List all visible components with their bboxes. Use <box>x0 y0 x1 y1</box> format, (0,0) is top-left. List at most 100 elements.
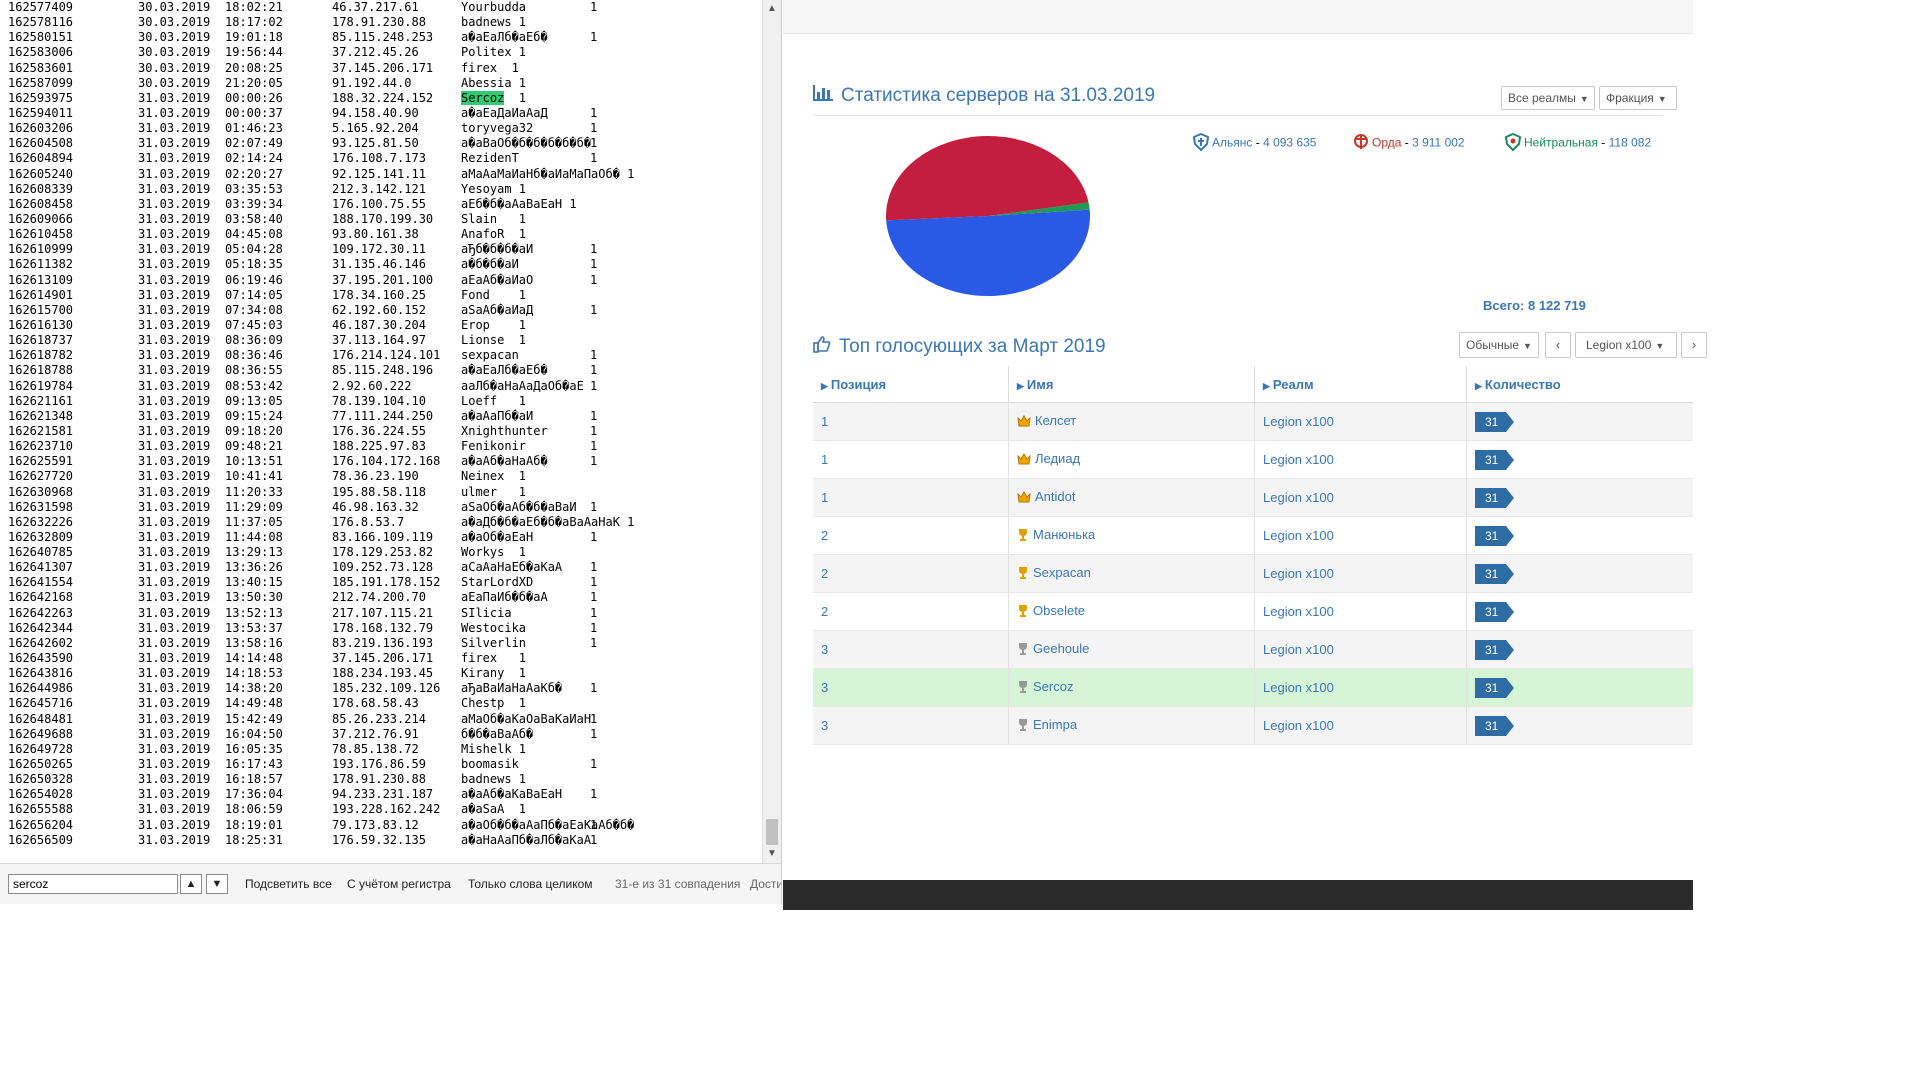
next-realm-button[interactable]: › <box>1681 332 1707 358</box>
player-name-link[interactable]: Sexpacan <box>1033 565 1091 581</box>
realm-link[interactable]: Legion x100 <box>1263 452 1334 467</box>
scroll-down-icon[interactable]: ▼ <box>767 848 777 859</box>
log-cell: 212.74.200.70 <box>332 590 426 605</box>
realm-cell[interactable]: Legion x100 <box>1254 478 1467 517</box>
find-previous-button[interactable]: ▲ <box>180 874 202 894</box>
trophy-icon <box>1017 566 1029 582</box>
table-row[interactable]: 2 Obselete Legion x100 31 <box>813 592 1693 631</box>
table-row[interactable]: 1 Antidot Legion x100 31 <box>813 478 1693 517</box>
log-cell: 00:00:37 <box>225 105 283 120</box>
log-cell: 193.176.86.59 <box>332 757 426 772</box>
realm-link[interactable]: Legion x100 <box>1263 604 1334 619</box>
table-row[interactable]: 2 Sexpacan Legion x100 31 <box>813 554 1693 593</box>
find-status: 31-е из 31 совпадения <box>615 877 741 891</box>
log-cell: 78.36.23.190 <box>332 469 419 484</box>
table-row[interactable]: 3 Sercoz Legion x100 31 <box>813 668 1693 707</box>
log-cell: 10:13:51 <box>225 454 283 469</box>
log-cell: 31.03.2019 <box>138 635 211 650</box>
name-cell[interactable]: Келсет <box>1008 402 1255 441</box>
realm-cell[interactable]: Legion x100 <box>1254 402 1467 441</box>
column-header-name[interactable]: ▶ Имя <box>1008 366 1255 403</box>
log-line: 162625591 31.03.2019 10:13:51 176.104.172.1… <box>0 454 762 469</box>
highlight-all-toggle[interactable]: Подсветить все <box>245 877 332 891</box>
log-line: 162610999 31.03.2019 05:04:28 109.172.30.11… <box>0 242 762 257</box>
name-cell[interactable]: Antidot <box>1008 478 1255 517</box>
name-cell[interactable]: Obselete <box>1008 592 1255 631</box>
faction-horde-value: 3 911 002 <box>1412 135 1465 150</box>
whole-words-toggle[interactable]: Только слова целиком <box>468 877 593 891</box>
realm-link[interactable]: Legion x100 <box>1263 528 1334 543</box>
realm-filter-dropdown[interactable]: Все реалмы ▼ <box>1501 86 1595 110</box>
table-row[interactable]: 3 Geehoule Legion x100 31 <box>813 630 1693 669</box>
count-badge: 31 <box>1475 715 1515 736</box>
log-cell: 13:50:30 <box>225 590 283 605</box>
realm-cell[interactable]: Legion x100 <box>1254 630 1467 669</box>
realm-cell[interactable]: Legion x100 <box>1254 516 1467 555</box>
previous-realm-button[interactable]: ‹ <box>1545 332 1571 358</box>
column-header-realm[interactable]: ▶ Реалм <box>1254 366 1467 403</box>
log-cell: Loeff 1 <box>461 393 527 408</box>
find-next-button[interactable]: ▼ <box>206 874 228 894</box>
player-name-link[interactable]: Enimpa <box>1033 717 1078 733</box>
realm-link[interactable]: Legion x100 <box>1263 642 1334 657</box>
table-row[interactable]: 1 Ледиад Legion x100 31 <box>813 440 1693 479</box>
log-cell: 10:41:41 <box>225 469 283 484</box>
table-row[interactable]: 1 Келсет Legion x100 31 <box>813 402 1693 441</box>
log-cell: 1 <box>590 620 598 635</box>
log-cell: 31.03.2019 <box>138 545 211 560</box>
find-input[interactable] <box>8 874 178 894</box>
realm-dropdown[interactable]: Legion x100 ▼ <box>1575 332 1677 358</box>
player-name-link[interactable]: Ледиад <box>1035 451 1081 467</box>
player-name-link[interactable]: Келсет <box>1035 413 1077 429</box>
log-cell: 1 <box>590 787 598 802</box>
player-name-link[interactable]: Geehoule <box>1033 641 1090 657</box>
log-cell: а�аЅаА 1 <box>461 802 527 817</box>
mode-dropdown[interactable]: Обычные ▼ <box>1459 332 1539 358</box>
log-cell: 31.03.2019 <box>138 181 211 196</box>
log-cell: 31.03.2019 <box>138 469 211 484</box>
name-cell[interactable]: Манюнька <box>1008 516 1255 555</box>
realm-cell[interactable]: Legion x100 <box>1254 706 1467 745</box>
player-name-link[interactable]: Antidot <box>1035 489 1076 505</box>
log-cell: ulmer 1 <box>461 484 527 499</box>
log-cell: 31.03.2019 <box>138 454 211 469</box>
player-name-link[interactable]: Obselete <box>1033 603 1086 619</box>
match-case-toggle[interactable]: С учётом регистра <box>347 877 451 891</box>
table-row[interactable]: 2 Манюнька Legion x100 31 <box>813 516 1693 555</box>
realm-link[interactable]: Legion x100 <box>1263 566 1334 581</box>
realm-link[interactable]: Legion x100 <box>1263 490 1334 505</box>
log-cell: 31.03.2019 <box>138 726 211 741</box>
chevron-down-icon: ▼ <box>1655 341 1665 351</box>
name-cell[interactable]: Sexpacan <box>1008 554 1255 593</box>
log-cell: 178.168.132.79 <box>332 620 434 635</box>
faction-filter-dropdown[interactable]: Фракция ▼ <box>1599 86 1677 110</box>
crown-icon <box>1017 414 1031 430</box>
vertical-scrollbar[interactable]: ▲ ▼ <box>762 0 781 863</box>
realm-cell[interactable]: Legion x100 <box>1254 592 1467 631</box>
position-cell: 2 <box>813 516 1009 555</box>
scrollbar-thumb[interactable] <box>766 819 778 845</box>
name-cell[interactable]: Ледиад <box>1008 440 1255 479</box>
table-row[interactable]: 3 Enimpa Legion x100 31 <box>813 706 1693 745</box>
realm-cell[interactable]: Legion x100 <box>1254 554 1467 593</box>
log-line: 162642263 31.03.2019 13:52:13 217.107.115.2… <box>0 606 762 621</box>
realm-link[interactable]: Legion x100 <box>1263 414 1334 429</box>
name-cell[interactable]: Geehoule <box>1008 630 1255 669</box>
realm-cell[interactable]: Legion x100 <box>1254 668 1467 707</box>
log-line: 162656509 31.03.2019 18:25:31 176.59.32.135… <box>0 833 762 848</box>
log-line: 162643816 31.03.2019 14:18:53 188.234.193.4… <box>0 666 762 681</box>
name-cell[interactable]: Sercoz <box>1008 668 1255 707</box>
name-cell[interactable]: Enimpa <box>1008 706 1255 745</box>
realm-link[interactable]: Legion x100 <box>1263 680 1334 695</box>
log-line: 162603206 31.03.2019 01:46:23 5.165.92.204 t… <box>0 121 762 136</box>
realm-link[interactable]: Legion x100 <box>1263 718 1334 733</box>
log-text-area[interactable]: 162577409 30.03.2019 18:02:21 46.37.217.61 Y… <box>0 0 762 863</box>
player-name-link[interactable]: Sercoz <box>1033 679 1074 695</box>
column-header-position[interactable]: ▶ Позиция <box>813 366 1009 403</box>
column-header-count[interactable]: ▶ Количество <box>1466 366 1693 403</box>
log-cell: 162594011 <box>8 105 74 120</box>
player-name-link[interactable]: Манюнька <box>1033 527 1096 543</box>
realm-cell[interactable]: Legion x100 <box>1254 440 1467 479</box>
scroll-up-icon[interactable]: ▲ <box>767 3 777 14</box>
log-cell: 162608339 <box>8 181 74 196</box>
